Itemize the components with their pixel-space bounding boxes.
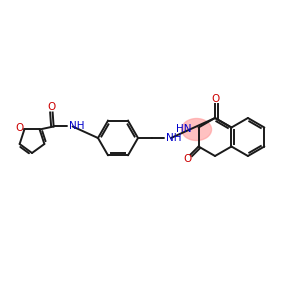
- Ellipse shape: [182, 118, 212, 140]
- Text: O: O: [183, 154, 192, 164]
- Text: HN: HN: [176, 124, 191, 134]
- Text: O: O: [15, 124, 23, 134]
- Text: O: O: [47, 103, 56, 112]
- Text: NH: NH: [69, 122, 84, 131]
- Text: O: O: [211, 94, 219, 104]
- Text: NH: NH: [166, 133, 182, 143]
